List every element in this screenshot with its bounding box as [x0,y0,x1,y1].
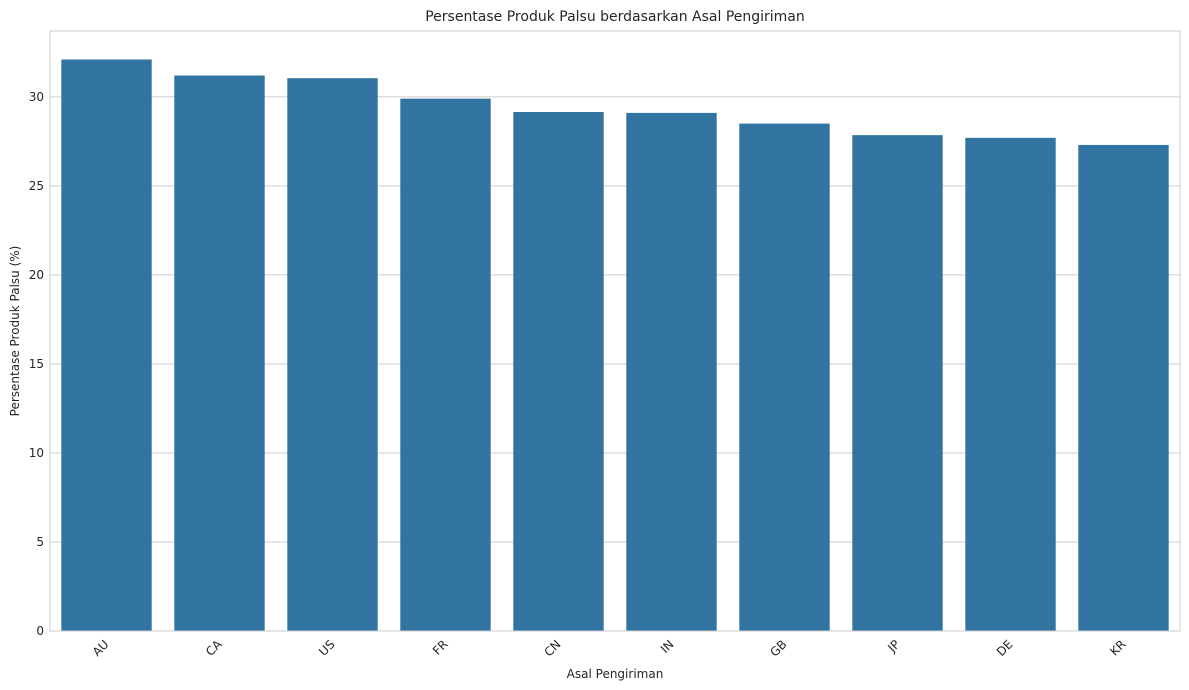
bar-gb [739,123,830,631]
x-tick-label-jp: JP [884,637,902,655]
bar-au [61,59,152,632]
bar-jp [852,135,943,631]
x-axis-ticks: AU CA US FR CN IN GB JP DE KR [90,637,1129,660]
x-tick-label-ca: CA [203,637,225,659]
y-tick-label: 25 [29,179,44,193]
x-tick-label-au: AU [90,637,112,659]
bar-in [626,112,717,631]
x-tick-label-fr: FR [430,637,451,658]
x-tick-label-us: US [316,637,338,659]
y-tick-label: 20 [29,268,44,282]
bar-us [287,78,378,631]
y-tick-label: 5 [36,535,44,549]
bar-cn [513,112,604,631]
x-tick-label-gb: GB [767,637,789,659]
chart-title: Persentase Produk Palsu berdasarkan Asal… [425,9,805,25]
x-tick-label-de: DE [994,637,1016,659]
bars [61,59,1169,632]
x-tick-label-kr: KR [1107,637,1128,658]
y-axis-label: Persentase Produk Palsu (%) [8,246,22,417]
x-axis-label: Asal Pengiriman [567,667,664,681]
y-tick-label: 0 [36,624,44,638]
x-tick-label-cn: CN [541,637,563,659]
bar-ca [174,75,265,632]
bar-fr [400,98,491,632]
bar-de [965,137,1056,631]
y-tick-label: 30 [29,90,44,104]
plot-frame [49,30,1181,632]
x-tick-label-in: IN [658,637,677,656]
y-tick-label: 15 [29,357,44,371]
y-axis-ticks: 0 5 10 15 20 25 30 [29,90,44,638]
bar-kr [1078,144,1169,631]
y-tick-label: 10 [29,446,44,460]
